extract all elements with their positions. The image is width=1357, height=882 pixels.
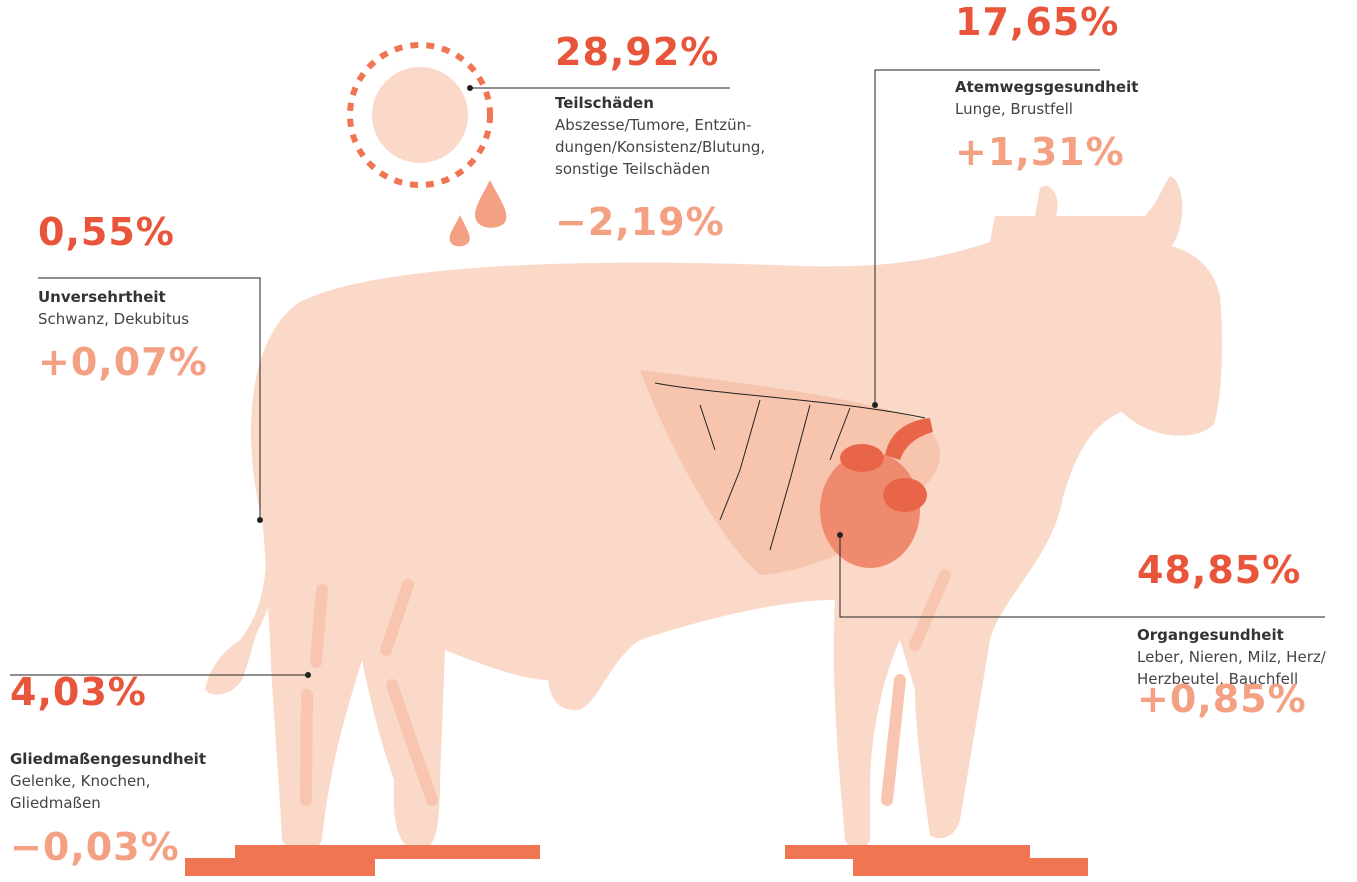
percentage: 4,03%	[10, 670, 147, 714]
change: +0,85%	[1137, 677, 1307, 721]
category-title: Gliedmaßengesundheit	[10, 750, 206, 768]
category-description: Schwanz, Dekubitus	[38, 310, 189, 328]
change: +1,31%	[955, 130, 1125, 174]
blood-icon	[350, 45, 506, 246]
category-title: Atemwegsgesundheit	[955, 78, 1138, 96]
category-description: Gelenke, Knochen,	[10, 772, 150, 790]
percentage: 48,85%	[1137, 548, 1301, 592]
change: −0,03%	[10, 825, 180, 869]
change: +0,07%	[38, 340, 208, 384]
percentage: 28,92%	[555, 30, 719, 74]
category-description: Gliedmaßen	[10, 794, 101, 812]
category-description: Lunge, Brustfell	[955, 100, 1073, 118]
change: −2,19%	[555, 200, 725, 244]
category-description: dungen/Konsistenz/Blutung,	[555, 138, 765, 156]
infographic: 28,92% Teilschäden Abszesse/Tumore, Entzün…	[0, 0, 1357, 882]
percentage: 0,55%	[38, 210, 175, 254]
category-description: Abszesse/Tumore, Entzün-	[555, 116, 752, 134]
ground	[185, 845, 1088, 876]
category-title: Organgesundheit	[1137, 626, 1284, 644]
percentage: 17,65%	[955, 0, 1119, 44]
category-title: Teilschäden	[555, 94, 654, 112]
category-description: sonstige Teilschäden	[555, 160, 710, 178]
category-description: Leber, Nieren, Milz, Herz/	[1137, 648, 1327, 666]
category-title: Unversehrtheit	[38, 288, 166, 306]
